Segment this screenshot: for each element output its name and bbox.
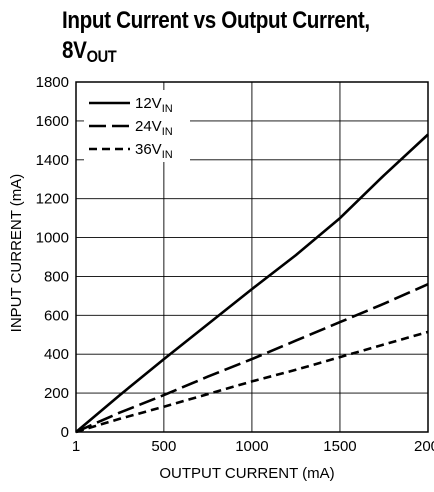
y-tick-label: 1800 [36,74,69,91]
y-tick-label: 400 [44,346,69,363]
x-axis-label: OUTPUT CURRENT (mA) [159,465,334,482]
series-line-12v [75,133,429,433]
y-tick-label: 200 [44,385,69,402]
x-tick-label: 500 [151,438,176,455]
x-tick-label: 200 [414,438,434,455]
x-tick-label: 1000 [235,438,268,455]
legend: 12VIN 24VIN 36VIN [84,90,190,162]
y-axis-label: INPUT CURRENT (mA) [8,174,25,333]
x-tick-label: 1 [72,438,80,455]
series-lines [75,133,429,434]
title-voltage: 8V [62,37,87,64]
series-line-36v [75,330,429,434]
legend-label-12v: 12VIN [135,95,173,115]
series-line-24v [75,283,429,434]
plot-frame [75,81,429,433]
y-tick-label: 1600 [36,113,69,130]
y-tick-label: 0 [61,424,69,441]
y-tick-label: 600 [44,307,69,324]
title-line-1: Input Current vs Output Current, [62,7,370,34]
legend-label-24v: 24VIN [135,118,173,138]
y-tick-label: 1000 [36,230,69,247]
y-tick-label: 1200 [36,191,69,208]
title-voltage-subscript: OUT [86,47,117,66]
x-tick-label: 1500 [323,438,356,455]
title-line-2: 8VOUT [62,36,380,66]
y-tick-label: 800 [44,268,69,285]
chart-title: Input Current vs Output Current, 8VOUT [62,6,380,66]
legend-label-36v: 36VIN [135,141,173,161]
y-tick-label: 1400 [36,152,69,169]
